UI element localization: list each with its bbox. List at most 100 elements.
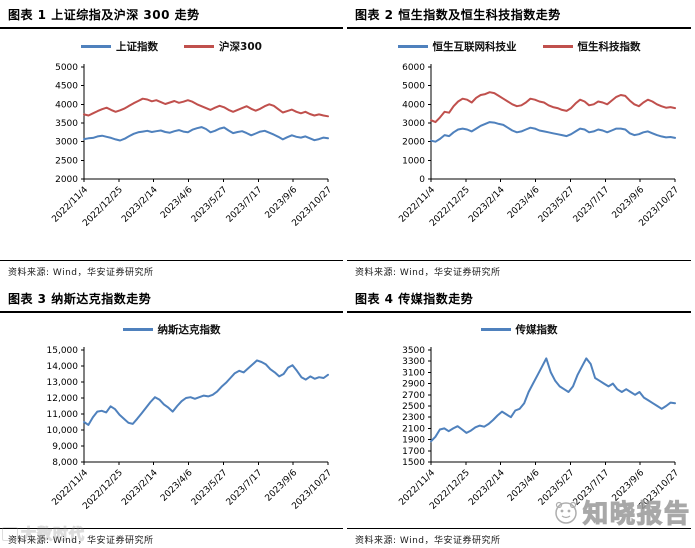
y-axis-tick-label: 6000 [402,63,425,73]
x-axis-tick-label: 2023/9/6 [611,185,647,221]
y-axis-tick-label: 2900 [402,380,425,390]
x-axis-tick-label: 2023/7/17 [572,185,612,225]
chart-title: 图表 3 纳斯达克指数走势 [0,292,343,313]
x-axis-tick-label: 2023/2/14 [120,185,160,225]
y-axis-tick-label: 12,000 [47,394,79,404]
chart-section-media-index: 图表 4 传媒指数走势 传媒指数 1500 1700 1900 2100 2300 250… [347,284,695,548]
y-axis-tick-label: 13,000 [47,378,79,388]
legend-line-swatch [122,328,153,331]
y-axis-tick-label: 14,000 [47,362,79,372]
legend-line-swatch [397,44,428,48]
x-axis-tick-label: 2023/5/27 [537,468,577,508]
y-axis-tick-label: 15,000 [47,346,79,356]
y-axis-tick-label: 9,000 [52,442,78,452]
chart-title: 图表 4 传媒指数走势 [347,292,691,313]
legend-line-swatch [81,44,112,48]
chart-section-shanghai-csi300: 图表 1 上证综指及沪深 300 走势 上证指数 沪深300 2000 2500 30… [0,0,347,284]
y-axis-tick-label: 0 [419,175,425,185]
chart-legend: 纳斯达克指数 [0,322,343,337]
y-axis-tick-label: 5000 [402,82,425,92]
x-axis-tick-label: 2023/9/6 [264,185,300,221]
series-沪深300 [83,97,329,118]
legend-item: 恒生互联网科技业 [397,39,517,54]
x-axis-tick-label: 2023/5/27 [537,185,577,225]
y-axis-tick-label: 1700 [402,447,425,457]
y-axis-tick-label: 3000 [55,138,78,148]
source-note: 资料来源: Wind，华安证券研究所 [347,260,691,278]
chart-legend: 传媒指数 [347,322,691,337]
legend-line-swatch [542,44,573,48]
y-axis-tick-label: 3100 [402,368,425,378]
legend-label: 沪深300 [219,40,262,53]
chart-plot: 2000 2500 3000 3500 4000 4500 5000 2022/11/4 202… [0,55,343,245]
legend-item: 传媒指数 [480,322,558,337]
chart-legend: 恒生互联网科技业 恒生科技指数 [347,38,691,54]
chart-title: 图表 2 恒生指数及恒生科技指数走势 [347,8,691,29]
y-axis-tick-label: 4500 [55,82,78,92]
x-axis-tick-label: 2023/9/6 [611,468,647,504]
y-axis-tick-label: 2700 [402,391,425,401]
legend-label: 传媒指数 [515,324,558,336]
x-axis-tick-label: 2023/2/14 [120,468,160,508]
chart-title: 图表 1 上证综指及沪深 300 走势 [0,8,343,29]
chart-plot: 0 1000 2000 3000 4000 5000 6000 2022/11/4 2022/1… [347,55,691,245]
chart-section-nasdaq: 图表 3 纳斯达克指数走势 纳斯达克指数 8,000 9,000 10,000 11,… [0,284,347,548]
line-chart: 20002500300035004000450050002022/11/4202… [50,63,334,229]
line-chart: 8,000 9,000 10,000 11,000 12,000 13,000 14,000… [47,346,335,512]
y-axis-tick-label: 2000 [55,175,78,185]
chart-plot: 1500 1700 1900 2100 2300 2500 2700 2900 3100 3300… [347,338,691,528]
legend-label: 恒生互联网科技业 [432,40,517,53]
legend-label: 纳斯达克指数 [157,324,221,336]
y-axis-tick-label: 4000 [402,100,425,110]
series-传媒指数 [430,357,676,443]
y-axis-tick-label: 3500 [55,119,78,129]
y-axis-tick-label: 4000 [55,100,78,110]
legend-item: 纳斯达克指数 [122,322,221,337]
x-axis-tick-label: 2023/7/17 [572,468,612,508]
x-axis-tick-label: 2023/7/17 [225,185,265,225]
y-axis-tick-label: 8,000 [52,458,78,468]
x-axis-tick-label: 2023/7/17 [225,468,265,508]
y-axis-tick-label: 2500 [55,156,78,166]
chart-section-hangseng-tech: 图表 2 恒生指数及恒生科技指数走势 恒生互联网科技业 恒生科技指数 0 1000 2… [347,0,695,284]
series-恒生科技指数 [430,91,676,124]
source-note: 资料来源: Wind，华安证券研究所 [0,528,343,546]
x-axis-tick-label: 2023/2/14 [467,185,507,225]
x-axis-tick-label: 2023/5/27 [190,185,230,225]
x-axis-tick-label: 2023/4/6 [159,185,195,221]
y-axis-tick-label: 1000 [402,156,425,166]
y-axis-tick-label: 1500 [402,458,425,468]
line-chart: 01000200030004000500060002022/11/42022/1… [397,63,681,229]
x-axis-tick-label: 2023/4/6 [506,185,542,221]
x-axis-tick-label: 2023/4/6 [159,468,195,504]
chart-plot: 8,000 9,000 10,000 11,000 12,000 13,000 14,000… [0,338,343,528]
legend-line-swatch [480,328,511,331]
x-axis-tick-label: 2023/9/6 [264,468,300,504]
series-恒生互联网科技业 [430,121,676,143]
y-axis-tick-label: 2100 [402,424,425,434]
x-axis-tick-label: 2023/2/14 [467,468,507,508]
y-axis-tick-label: 2000 [402,138,425,148]
chart-legend: 上证指数 沪深300 [0,38,343,54]
source-note: 资料来源: Wind，华安证券研究所 [0,260,343,278]
legend-item: 上证指数 [81,39,158,54]
legend-item: 恒生科技指数 [542,39,641,54]
y-axis-tick-label: 5000 [55,63,78,73]
legend-line-swatch [184,44,215,48]
source-note: 资料来源: Wind，华安证券研究所 [347,528,691,546]
series-上证指数 [83,126,329,142]
legend-label: 恒生科技指数 [577,40,641,53]
legend-label: 上证指数 [116,40,159,53]
y-axis-tick-label: 2300 [402,413,425,423]
y-axis-tick-label: 3500 [402,346,425,356]
y-axis-tick-label: 3000 [402,119,425,129]
x-axis-tick-label: 2023/5/27 [190,468,230,508]
y-axis-tick-label: 1900 [402,436,425,446]
y-axis-tick-label: 10,000 [47,426,79,436]
legend-item: 沪深300 [184,39,262,54]
y-axis-tick-label: 3300 [402,357,425,367]
y-axis-tick-label: 11,000 [47,410,79,420]
